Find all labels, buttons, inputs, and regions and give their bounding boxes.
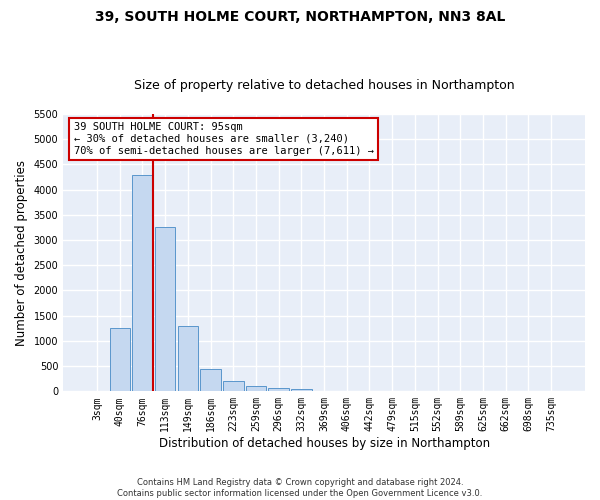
Bar xyxy=(268,388,289,392)
Text: 39, SOUTH HOLME COURT, NORTHAMPTON, NN3 8AL: 39, SOUTH HOLME COURT, NORTHAMPTON, NN3 … xyxy=(95,10,505,24)
Text: 39 SOUTH HOLME COURT: 95sqm
← 30% of detached houses are smaller (3,240)
70% of : 39 SOUTH HOLME COURT: 95sqm ← 30% of det… xyxy=(74,122,374,156)
Bar xyxy=(132,174,153,392)
Text: Contains HM Land Registry data © Crown copyright and database right 2024.
Contai: Contains HM Land Registry data © Crown c… xyxy=(118,478,482,498)
Bar xyxy=(291,389,311,392)
Bar xyxy=(223,381,244,392)
X-axis label: Distribution of detached houses by size in Northampton: Distribution of detached houses by size … xyxy=(158,437,490,450)
Bar xyxy=(155,228,175,392)
Bar xyxy=(246,386,266,392)
Y-axis label: Number of detached properties: Number of detached properties xyxy=(15,160,28,346)
Bar xyxy=(200,368,221,392)
Bar xyxy=(178,326,198,392)
Title: Size of property relative to detached houses in Northampton: Size of property relative to detached ho… xyxy=(134,79,514,92)
Bar xyxy=(110,328,130,392)
